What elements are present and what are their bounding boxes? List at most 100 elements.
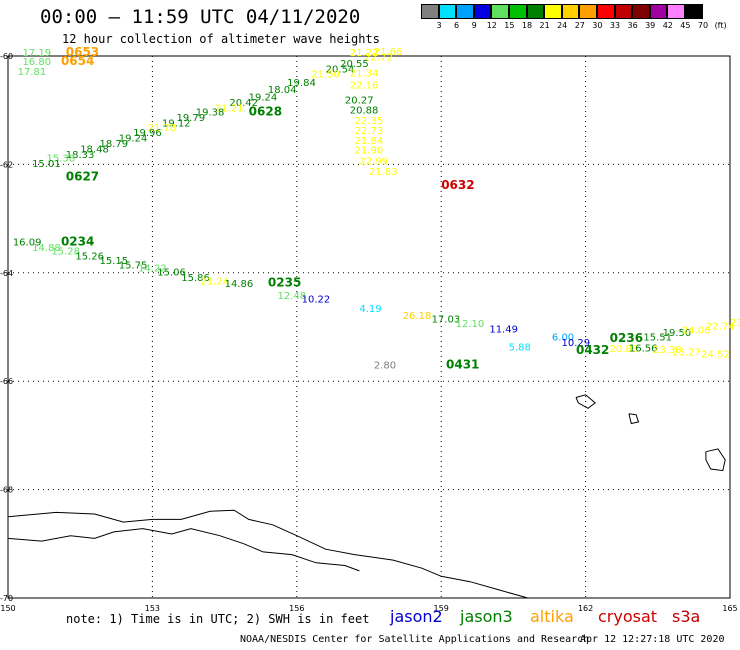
wave-height-value: 18.33 — [66, 150, 95, 161]
color-scale-label: 45 — [680, 21, 691, 30]
lon-tick-label: 156 — [289, 604, 304, 613]
pass-time-label: 0432 — [576, 343, 609, 357]
wave-height-value: 10.29 — [562, 338, 591, 349]
wave-height-value: 19.12 — [162, 118, 191, 129]
legend-jason2: jason2 — [390, 607, 443, 626]
color-scale-cell — [421, 4, 439, 19]
wave-height-value: 21.34 — [350, 69, 379, 80]
color-scale-label: 21 — [539, 21, 550, 30]
wave-height-value: 24.06 — [682, 326, 711, 337]
wave-height-value: 11.49 — [489, 324, 518, 335]
wave-height-value: 17.81 — [18, 67, 47, 78]
wave-height-value: 4.19 — [359, 304, 381, 315]
wave-height-value: 19.79 — [176, 113, 205, 124]
color-scale-label: 3 — [436, 21, 442, 30]
wave-height-value: 15.51 — [643, 333, 672, 344]
color-scale-cell — [614, 4, 633, 19]
lon-tick-label: 162 — [578, 604, 593, 613]
wave-height-value: 5.88 — [509, 342, 531, 353]
color-scale-cell — [579, 4, 597, 19]
wave-height-value: 23.27 — [672, 348, 701, 359]
wave-height-value: 21.84 — [355, 136, 384, 147]
map-title: 00:00 – 11:59 UTC 04/11/2020 — [40, 6, 361, 28]
wave-height-value: 6.00 — [552, 333, 574, 344]
pass-time-label: 0628 — [249, 105, 282, 119]
color-scale-bar — [421, 4, 703, 19]
wave-height-value: 20.54 — [326, 64, 355, 75]
wave-height-value: 22.73 — [355, 126, 384, 137]
coastline — [7, 528, 360, 572]
color-scale-label: 36 — [627, 21, 638, 30]
wave-height-value: 18.48 — [80, 144, 109, 155]
wave-height-value: 23.88 — [730, 318, 740, 329]
map-subtitle: 12 hour collection of altimeter wave hei… — [62, 32, 380, 46]
wave-height-value: 22.16 — [350, 81, 379, 92]
wave-height-value: 19.50 — [663, 328, 692, 339]
color-scale-label: 33 — [609, 21, 621, 30]
coastline — [628, 413, 640, 425]
legend-s3a: s3a — [672, 607, 701, 626]
wave-height-value: 22.74 — [706, 322, 735, 333]
color-scale-label: 30 — [592, 21, 603, 30]
color-scale-label: 42 — [662, 21, 673, 30]
wave-height-value: 10.22 — [302, 295, 331, 306]
color-scale-cell — [632, 4, 650, 19]
wave-height-value: 15.15 — [99, 256, 128, 267]
wave-height-value: 18.04 — [268, 85, 297, 96]
wave-height-value: 15.28 — [51, 246, 80, 257]
lon-tick-label: 159 — [434, 604, 449, 613]
wave-height-value: 22.99 — [359, 156, 388, 167]
map-frame — [7, 55, 731, 599]
wave-height-value: 19.24 — [249, 92, 278, 103]
lat-tick-label: -60 — [0, 52, 13, 61]
wave-height-value: 14.22 — [138, 264, 167, 275]
wave-height-value: 15.86 — [181, 273, 210, 284]
wave-height-value: 19.38 — [196, 108, 225, 119]
wave-height-value: 15.01 — [32, 159, 61, 170]
coastline — [705, 448, 726, 472]
credit-line: NOAA/NESDIS Center for Satellite Applica… — [240, 634, 590, 645]
pass-time-label: 0234 — [61, 235, 94, 249]
color-scale-label: 12 — [486, 21, 497, 30]
legend-cryosat: cryosat — [598, 607, 658, 626]
color-scale-label: 39 — [645, 21, 656, 30]
wave-height-value: 26.18 — [403, 311, 432, 322]
color-scale-cell — [596, 4, 615, 19]
color-scale-labels: 3 6 9 12 15 18 21 24 27 30 33 36 39 42 45 70 (ft) — [421, 21, 740, 33]
lat-tick-label: -68 — [0, 486, 13, 495]
wave-height-value: 20.83 — [610, 344, 639, 355]
legend-altika: altika — [530, 607, 574, 626]
color-scale-cell — [684, 4, 703, 19]
pass-time-label: 0431 — [446, 358, 479, 372]
pass-time-label: 0627 — [66, 170, 99, 184]
color-scale-cell — [667, 4, 685, 19]
wave-height-value: 15.06 — [157, 268, 186, 279]
wave-height-value: 17.19 — [22, 48, 51, 59]
color-scale-cell — [649, 4, 668, 19]
pass-time-label: 0236 — [610, 331, 643, 345]
wave-height-value: 23.38 — [653, 345, 682, 356]
wave-height-value: 21.90 — [355, 146, 384, 157]
wave-height-value: 14.86 — [225, 279, 254, 290]
wave-height-value: 21.50 — [311, 70, 340, 81]
wave-height-value: 15.75 — [119, 260, 148, 271]
wave-height-value: 20.88 — [350, 105, 379, 116]
wave-height-value: 21.66 — [374, 47, 403, 58]
color-scale-label: 9 — [471, 21, 477, 30]
pass-time-label: 0632 — [441, 178, 474, 192]
wave-height-value: 19.24 — [119, 134, 148, 145]
color-scale-cell — [473, 4, 492, 19]
lon-tick-label: 153 — [145, 604, 160, 613]
coastline — [7, 509, 528, 599]
lat-tick-label: -64 — [0, 269, 13, 278]
color-scale-cell — [526, 4, 545, 19]
legend-jason3: jason3 — [460, 607, 513, 626]
wave-height-value: 17.03 — [432, 315, 461, 326]
color-scale-label: 6 — [454, 21, 460, 30]
wave-height-value: 12.48 — [278, 291, 307, 302]
wave-height-value: 16.80 — [22, 57, 51, 68]
wave-height-value: 16.09 — [13, 238, 42, 249]
generated-time: Apr 12 12:27:18 UTC 2020 — [580, 634, 725, 645]
color-scale-cell — [561, 4, 580, 19]
wave-height-value: 22.35 — [355, 116, 384, 127]
